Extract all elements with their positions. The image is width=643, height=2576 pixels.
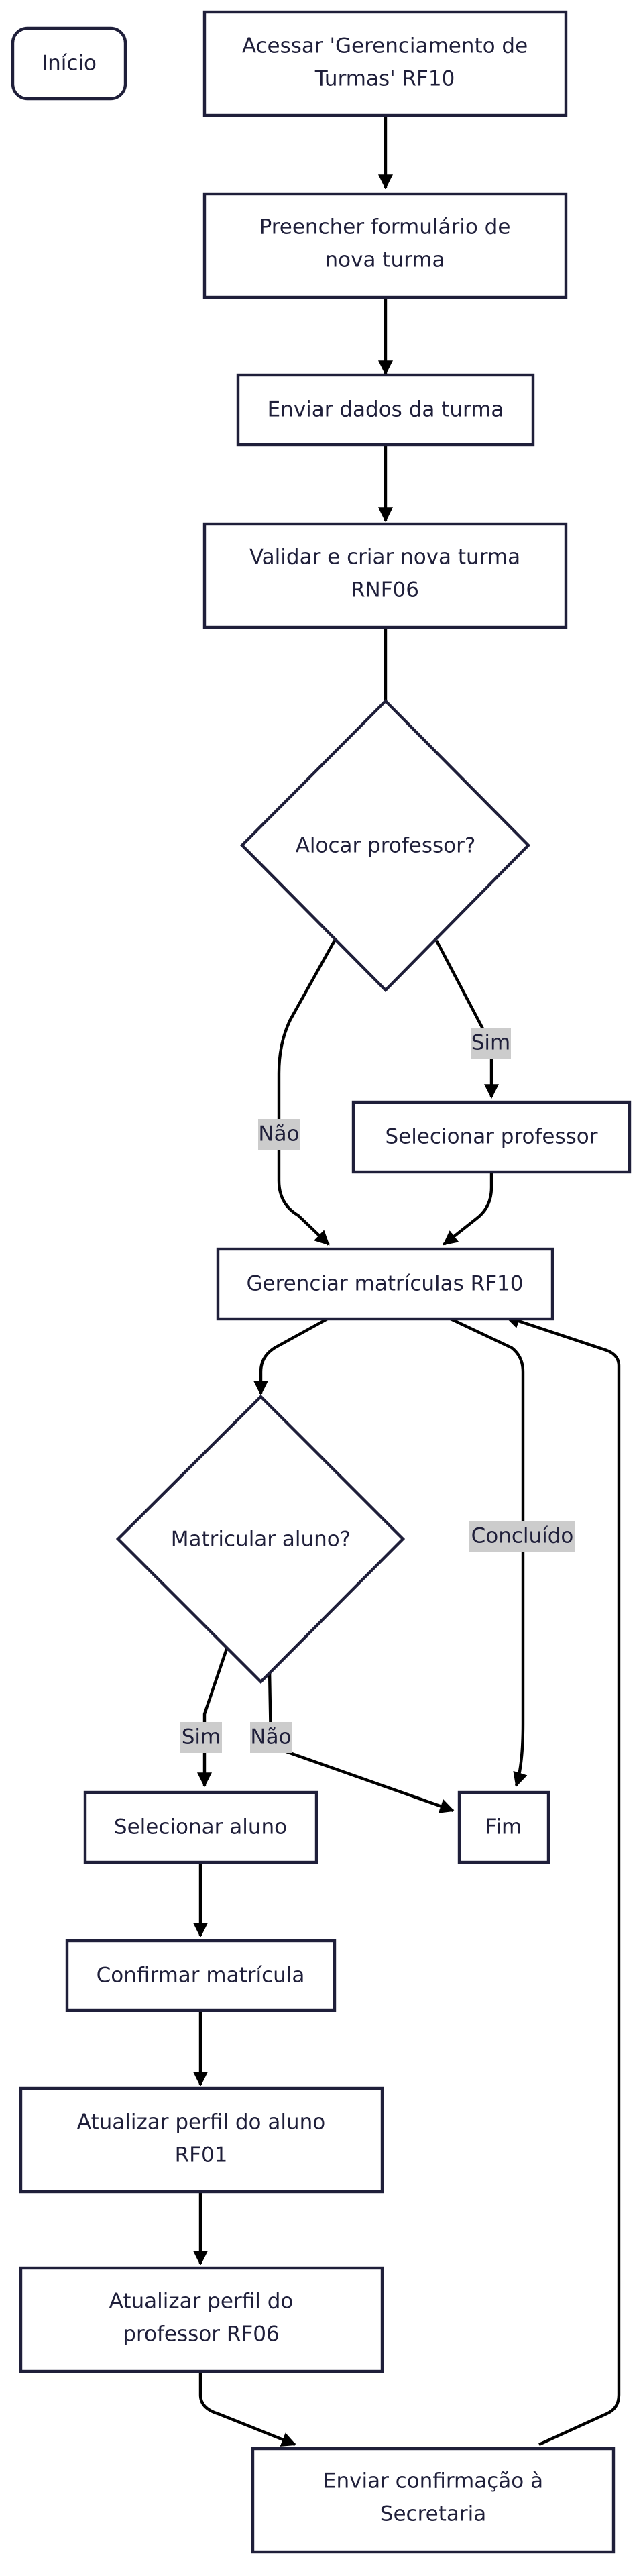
node-selecionar-professor: Selecionar professor [351, 1100, 632, 1174]
edge-matricular-sim [197, 1646, 229, 1788]
node-gerenciar-label: Gerenciar matrículas RF10 [247, 1272, 524, 1296]
node-matricular: Matricular aluno? [115, 1394, 406, 1684]
node-acessar-line1: Acessar 'Gerenciamento de [242, 34, 528, 58]
node-validar-line2: RNF06 [351, 578, 419, 602]
edge-label-sim-professor-text: Sim [471, 1031, 511, 1055]
edge-alocar-sim [435, 939, 499, 1099]
edge-label-nao-aluno: Não [250, 1722, 292, 1753]
node-enviar-confirmacao-line1: Enviar confirmação à [323, 2469, 543, 2493]
node-atualizar-professor-line1: Atualizar perfil do [109, 2290, 294, 2314]
node-enviar-confirmacao-line2: Secretaria [380, 2502, 486, 2526]
node-fim: Fim [457, 1790, 550, 1864]
edge-enviarconf-gerenciar [504, 1313, 621, 2447]
node-acessar-line2: Turmas' RF10 [314, 67, 455, 91]
node-alocar: Alocar professor? [239, 698, 531, 993]
edge-gerenciar-concluido [449, 1317, 528, 1788]
node-preencher-line1: Preencher formulário de [259, 215, 511, 239]
edge-label-nao-professor: Não [258, 1119, 300, 1150]
node-atualizar-aluno-line1: Atualizar perfil do aluno [77, 2110, 325, 2135]
node-confirmar: Confirmar matrícula [65, 1939, 337, 2012]
node-confirmar-label: Confirmar matrícula [97, 1964, 305, 1988]
edge-atualizarprof-enviarconf [198, 2370, 297, 2447]
node-gerenciar: Gerenciar matrículas RF10 [216, 1247, 554, 1321]
node-alocar-label: Alocar professor? [296, 834, 476, 858]
node-atualizar-aluno-line2: RF01 [175, 2143, 228, 2167]
node-enviar-confirmacao: Enviar confirmação à Secretaria [251, 2447, 616, 2554]
edge-selprof-gerenciar [443, 1172, 493, 1246]
node-preencher-line2: nova turma [325, 248, 445, 272]
edge-gerenciar-matricular [253, 1317, 330, 1396]
node-inicio-label: Início [42, 52, 97, 76]
edge-label-sim-aluno-text: Sim [182, 1725, 221, 1750]
node-atualizar-aluno: Atualizar perfil do aluno RF01 [19, 2086, 384, 2194]
node-selecionar-aluno: Selecionar aluno [83, 1790, 318, 1864]
node-enviar-dados: Enviar dados da turma [236, 373, 535, 447]
edge-label-nao-professor-text: Não [258, 1122, 299, 1146]
node-matricular-label: Matricular aluno? [171, 1527, 351, 1552]
node-validar-line1: Validar e criar nova turma [249, 545, 520, 570]
node-validar: Validar e criar nova turma RNF06 [202, 522, 568, 629]
node-selecionar-aluno-label: Selecionar aluno [114, 1815, 287, 1839]
node-atualizar-professor-line2: professor RF06 [123, 2322, 279, 2347]
edge-label-concluido-text: Concluído [471, 1524, 574, 1548]
node-atualizar-professor: Atualizar perfil do professor RF06 [19, 2266, 384, 2373]
edge-label-nao-aluno-text: Não [250, 1725, 291, 1750]
edge-label-sim-aluno: Sim [180, 1722, 222, 1753]
edge-labels: Sim Não Concluído Sim Não [180, 1028, 575, 1753]
node-inicio: Início [11, 26, 127, 101]
edge-label-concluido: Concluído [469, 1521, 575, 1552]
node-fim-label: Fim [485, 1815, 522, 1839]
edge-label-sim-professor: Sim [471, 1028, 511, 1059]
edges [193, 115, 621, 2447]
edge-matricular-nao [268, 1670, 455, 1813]
node-selecionar-professor-label: Selecionar professor [385, 1125, 597, 1149]
edge-alocar-nao [277, 939, 336, 1246]
node-enviar-dados-label: Enviar dados da turma [268, 398, 504, 422]
node-preencher: Preencher formulário de nova turma [202, 192, 568, 299]
node-acessar: Acessar 'Gerenciamento de Turmas' RF10 [202, 10, 568, 117]
